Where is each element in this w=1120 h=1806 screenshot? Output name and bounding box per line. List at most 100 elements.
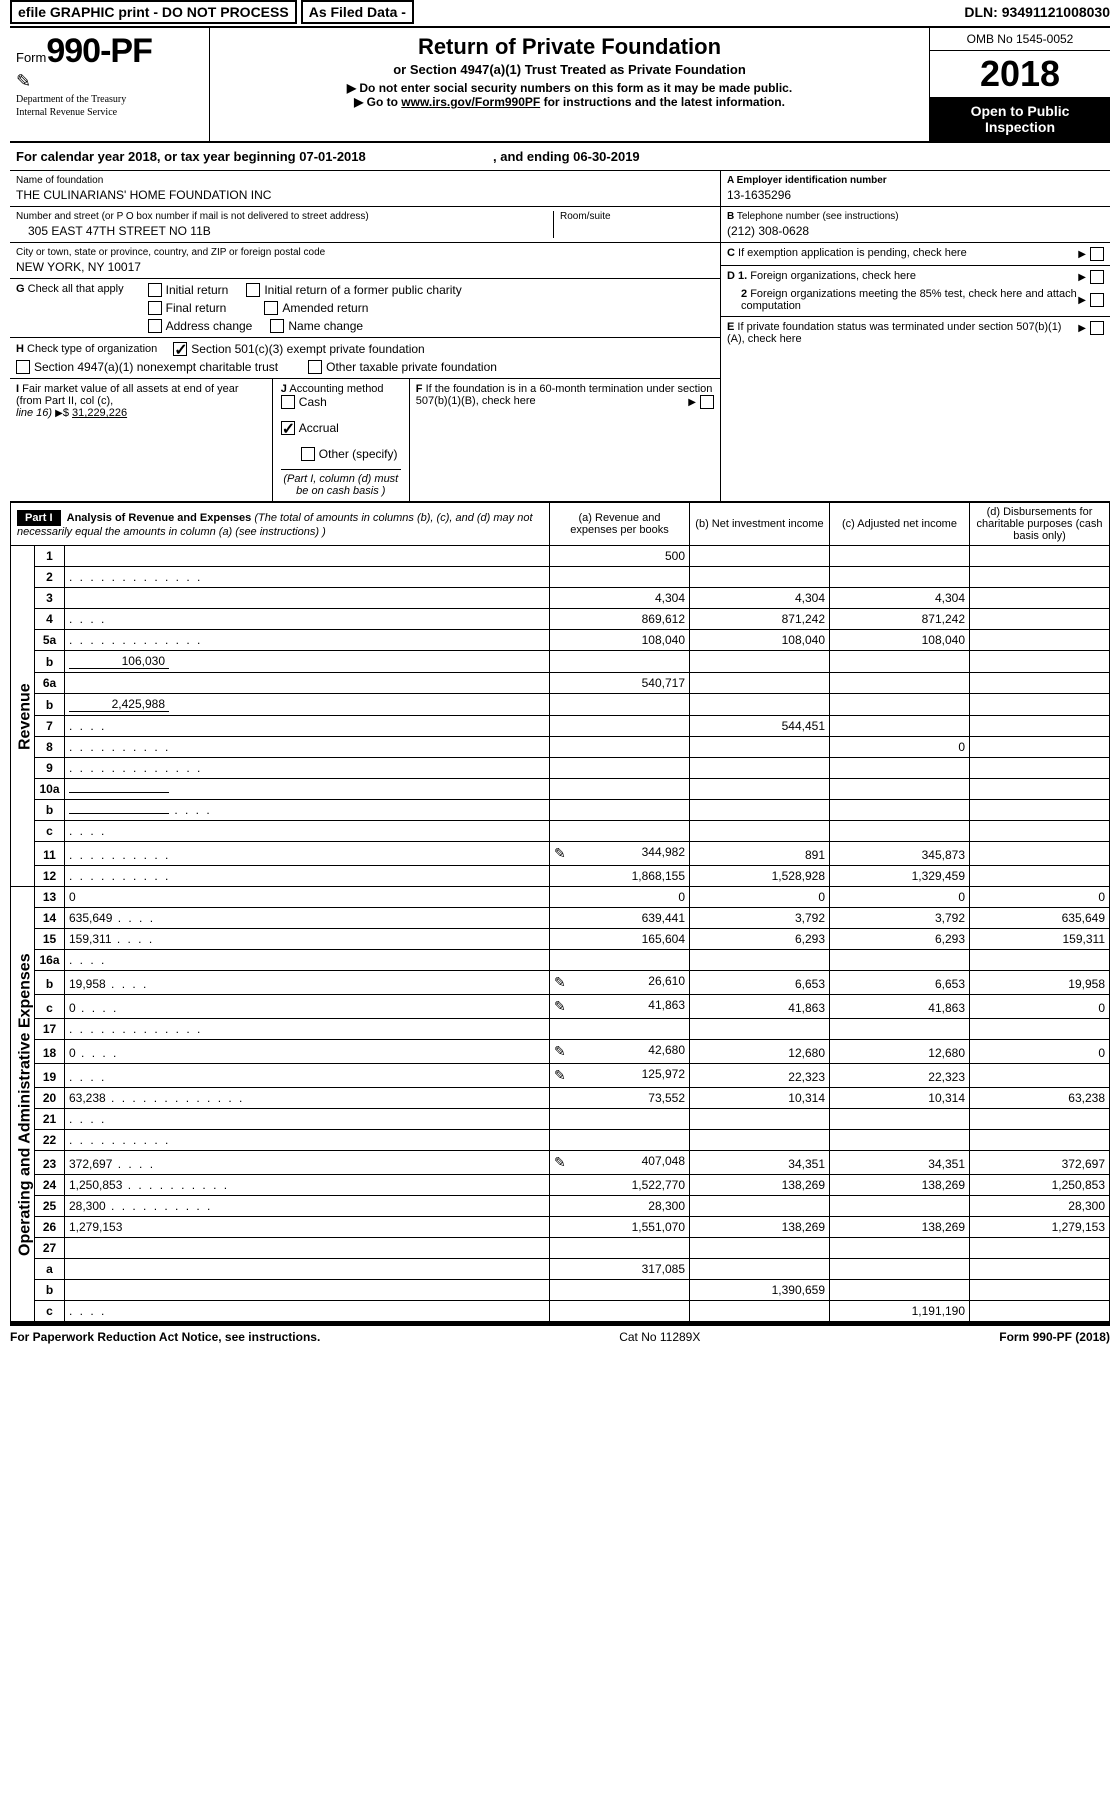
side-revenue: Revenue xyxy=(11,546,35,887)
row-num: 10a xyxy=(35,779,65,800)
part1-title: Analysis of Revenue and Expenses xyxy=(67,512,252,524)
h-text: Check type of organization xyxy=(27,343,157,355)
cell-a xyxy=(550,950,690,971)
cell-c: 22,323 xyxy=(830,1064,970,1088)
cell-c xyxy=(830,716,970,737)
cell-a xyxy=(550,821,690,842)
cell-a xyxy=(550,1019,690,1040)
chk-c[interactable] xyxy=(1090,247,1104,261)
cell-c xyxy=(830,758,970,779)
dept-treasury: Department of the Treasury xyxy=(16,94,203,105)
cell-b: 41,863 xyxy=(690,995,830,1019)
chk-other-method[interactable] xyxy=(301,447,315,461)
row-num: b xyxy=(35,800,65,821)
cell-d: 1,250,853 xyxy=(970,1175,1110,1196)
cell-b xyxy=(690,821,830,842)
cell-d xyxy=(970,1238,1110,1259)
cell-c xyxy=(830,651,970,673)
cell-c xyxy=(830,1019,970,1040)
chk-cash[interactable] xyxy=(281,395,295,409)
chk-f[interactable] xyxy=(700,395,714,409)
cell-b xyxy=(690,1238,830,1259)
row-desc xyxy=(65,737,550,758)
ein-value: 13-1635296 xyxy=(727,188,1104,202)
cell-c: 6,653 xyxy=(830,971,970,995)
cell-a xyxy=(550,779,690,800)
chk-addr-change[interactable] xyxy=(148,319,162,333)
chk-e[interactable] xyxy=(1090,321,1104,335)
cell-b: 871,242 xyxy=(690,609,830,630)
cell-a xyxy=(550,1109,690,1130)
cell-c xyxy=(830,673,970,694)
row-num: 17 xyxy=(35,1019,65,1040)
addr-label: Number and street (or P O box number if … xyxy=(16,211,553,222)
row-desc xyxy=(65,866,550,887)
efile-notice: efile GRAPHIC print - DO NOT PROCESS xyxy=(10,0,297,24)
cell-c: 4,304 xyxy=(830,588,970,609)
row-desc xyxy=(65,716,550,737)
cell-d xyxy=(970,737,1110,758)
cell-d xyxy=(970,567,1110,588)
cell-d: 635,649 xyxy=(970,908,1110,929)
cell-d: 63,238 xyxy=(970,1088,1110,1109)
cell-b xyxy=(690,800,830,821)
cell-b xyxy=(690,1301,830,1322)
cell-d xyxy=(970,1301,1110,1322)
d2-label: 2 xyxy=(741,288,747,300)
cell-b: 891 xyxy=(690,842,830,866)
cell-a: 540,717 xyxy=(550,673,690,694)
chk-initial[interactable] xyxy=(148,283,162,297)
row-desc xyxy=(65,1109,550,1130)
cell-c xyxy=(830,950,970,971)
cell-a xyxy=(550,737,690,758)
cell-a xyxy=(550,800,690,821)
chk-final[interactable] xyxy=(148,301,162,315)
chk-initial-former[interactable] xyxy=(246,283,260,297)
chk-accrual[interactable] xyxy=(281,421,295,435)
cell-b: 1,390,659 xyxy=(690,1280,830,1301)
chk-501c3[interactable] xyxy=(173,342,187,356)
attach-icon: ✎ xyxy=(554,1067,566,1084)
form-label: Form xyxy=(16,50,46,65)
chk-4947[interactable] xyxy=(16,360,30,374)
cell-d: 1,279,153 xyxy=(970,1217,1110,1238)
cell-d: 19,958 xyxy=(970,971,1110,995)
row-num: 26 xyxy=(35,1217,65,1238)
cell-b xyxy=(690,1196,830,1217)
j-label: J xyxy=(281,383,287,395)
chk-name-change[interactable] xyxy=(270,319,284,333)
row-desc xyxy=(65,758,550,779)
row-num: 18 xyxy=(35,1040,65,1064)
arrow-icon xyxy=(55,407,63,419)
chk-amended[interactable] xyxy=(264,301,278,315)
chk-d1[interactable] xyxy=(1090,270,1104,284)
cell-c: 871,242 xyxy=(830,609,970,630)
chk-d2[interactable] xyxy=(1090,293,1104,307)
form-note-link: ▶ Go to www.irs.gov/Form990PF for instru… xyxy=(218,95,921,109)
row-desc: 0 xyxy=(65,995,550,1019)
cell-c: 1,191,190 xyxy=(830,1301,970,1322)
cell-a xyxy=(550,1238,690,1259)
row-num: 13 xyxy=(35,887,65,908)
row-num: c xyxy=(35,995,65,1019)
attach-icon: ✎ xyxy=(554,1043,566,1060)
arrow-icon xyxy=(1078,271,1086,283)
row-desc xyxy=(65,842,550,866)
cell-b xyxy=(690,651,830,673)
cell-d xyxy=(970,1280,1110,1301)
cell-b xyxy=(690,567,830,588)
row-num: 16a xyxy=(35,950,65,971)
asfiled-label: As Filed Data - xyxy=(301,0,414,24)
cell-d xyxy=(970,800,1110,821)
cell-a: ✎41,863 xyxy=(550,995,690,1019)
chk-other-taxable[interactable] xyxy=(308,360,322,374)
row-desc: 1,250,853 xyxy=(65,1175,550,1196)
cell-c xyxy=(830,1130,970,1151)
irs-link[interactable]: www.irs.gov/Form990PF xyxy=(401,95,540,109)
cell-d: 0 xyxy=(970,887,1110,908)
cell-c: 0 xyxy=(830,737,970,758)
cell-a xyxy=(550,694,690,716)
row-desc: 63,238 xyxy=(65,1088,550,1109)
cell-b: 3,792 xyxy=(690,908,830,929)
cell-c xyxy=(830,1259,970,1280)
